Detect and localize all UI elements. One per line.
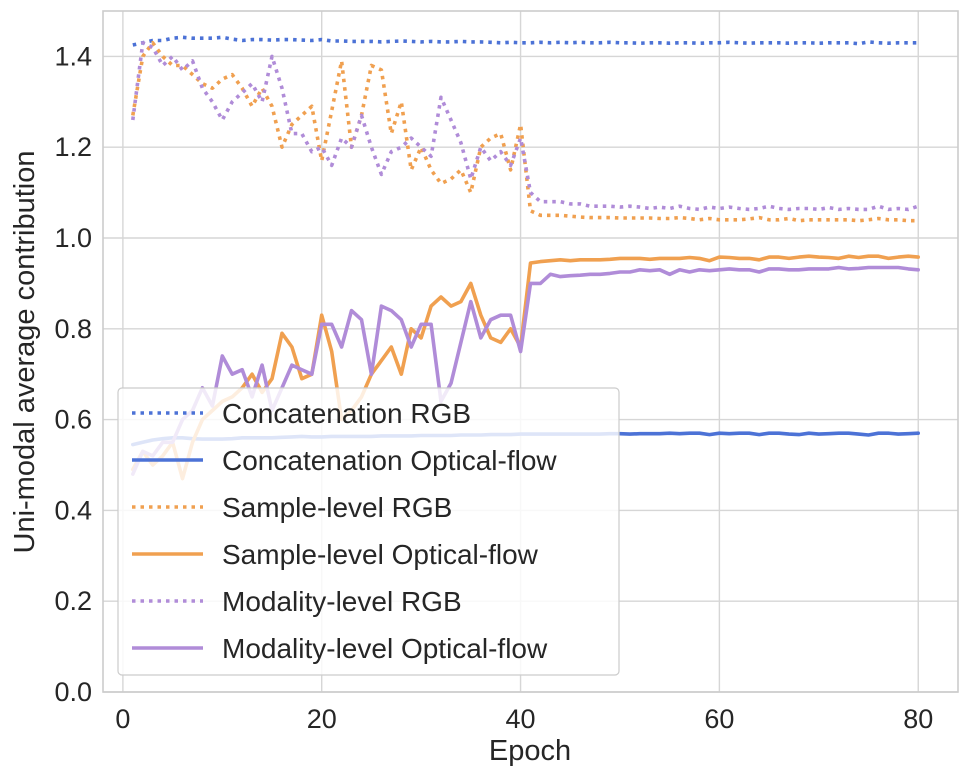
y-tick-label: 1.4 [54, 41, 92, 71]
legend-label: Concatenation Optical-flow [222, 445, 557, 476]
y-tick-label: 0.2 [54, 586, 92, 616]
series-line-modality-level-optical-flow [131, 265, 921, 476]
legend-label: Modality-level Optical-flow [222, 633, 548, 664]
legend-box [117, 387, 620, 676]
legend-label: Sample-level RGB [222, 492, 452, 523]
y-tick-label: 1.0 [54, 223, 92, 253]
legend-label: Concatenation RGB [222, 398, 471, 429]
legend-label: Modality-level RGB [222, 586, 462, 617]
series-line-concatenation-rgb [132, 35, 919, 47]
x-tick-label: 40 [506, 704, 536, 734]
legend-label: Sample-level Optical-flow [222, 539, 539, 570]
x-tick-label: 80 [903, 704, 933, 734]
y-tick-label: 0.6 [54, 405, 92, 435]
legend: Concatenation RGB Concatenation Optical-f… [117, 387, 620, 676]
y-axis-label: Uni-modal average contribution [9, 151, 41, 554]
x-tick-label: 20 [307, 704, 337, 734]
tick-labels: 0 20 40 60 80 0.0 0.2 0.4 0.6 0.8 1.0 1.2 1.4 [54, 41, 933, 734]
y-tick-label: 0.0 [54, 677, 92, 707]
plot-frame [102, 10, 959, 693]
x-axis-label: Epoch [489, 735, 571, 767]
y-tick-label: 1.2 [54, 132, 92, 162]
x-tick-label: 0 [115, 704, 130, 734]
y-tick-label: 0.8 [54, 314, 92, 344]
y-tick-label: 0.4 [54, 495, 92, 525]
x-tick-label: 60 [704, 704, 734, 734]
